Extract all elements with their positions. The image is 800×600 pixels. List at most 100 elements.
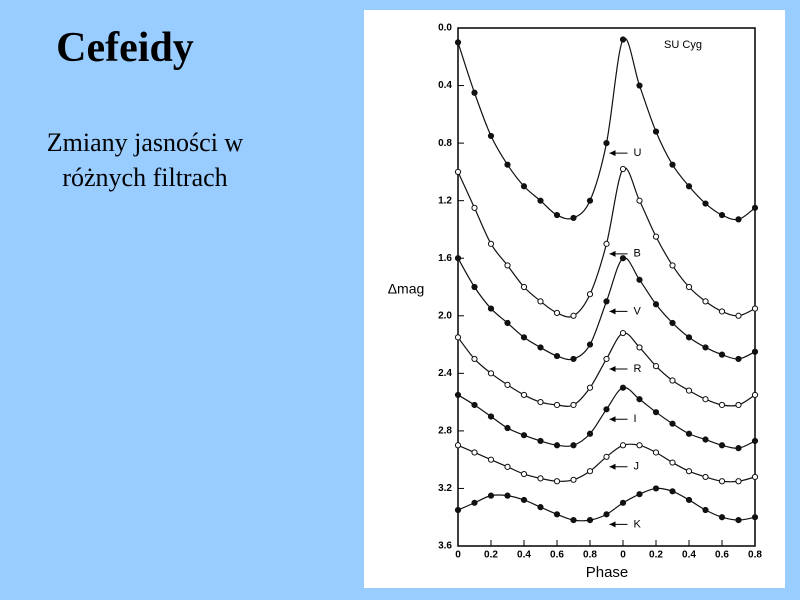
data-point <box>685 183 693 190</box>
data-point <box>735 401 742 409</box>
data-point <box>636 276 643 283</box>
data-point <box>487 240 495 247</box>
data-point <box>652 128 660 135</box>
data-point <box>520 432 528 439</box>
y-tick-label: 1.2 <box>438 195 452 206</box>
x-axis-label: Phase <box>586 564 629 581</box>
data-point <box>454 168 462 175</box>
data-point <box>520 183 528 190</box>
data-point <box>652 301 660 308</box>
data-point <box>504 381 511 388</box>
data-point <box>735 517 742 524</box>
data-point <box>652 409 660 416</box>
data-point <box>553 478 561 485</box>
data-point <box>570 517 577 524</box>
data-point <box>636 82 643 89</box>
data-point <box>603 355 610 363</box>
data-point <box>537 197 544 204</box>
data-point <box>718 351 726 358</box>
data-point <box>553 442 561 449</box>
data-point <box>553 511 561 518</box>
data-point <box>553 352 561 360</box>
data-point <box>454 442 462 449</box>
data-point <box>718 211 726 219</box>
y-tick-label: 2.4 <box>438 368 452 379</box>
x-tick-label: 0.2 <box>649 550 663 561</box>
data-point <box>619 384 627 391</box>
data-point <box>619 442 627 449</box>
data-point <box>487 492 495 499</box>
data-point <box>619 499 627 506</box>
data-point <box>751 305 759 312</box>
data-point <box>454 39 462 46</box>
data-point <box>603 140 610 147</box>
data-point <box>504 492 511 499</box>
data-point <box>471 89 478 96</box>
data-point <box>471 355 478 363</box>
data-point <box>504 463 511 470</box>
data-point <box>619 36 627 43</box>
plot-frame <box>457 27 756 547</box>
x-tick-label: 0.6 <box>715 550 729 561</box>
data-point <box>702 506 709 514</box>
data-point <box>586 197 594 204</box>
data-point <box>669 459 676 466</box>
data-point <box>751 437 759 445</box>
data-point <box>718 442 726 449</box>
data-point <box>735 216 742 223</box>
data-point <box>751 473 759 481</box>
data-point <box>735 312 742 319</box>
data-point <box>685 430 693 437</box>
y-tick-label: 0.4 <box>438 80 452 91</box>
data-point <box>603 511 610 518</box>
y-tick-label: 2.8 <box>438 426 452 437</box>
data-point <box>718 308 726 315</box>
data-point <box>685 334 693 341</box>
data-point <box>669 420 676 427</box>
data-point <box>603 406 610 413</box>
data-point <box>735 478 742 485</box>
legend-arrowhead <box>609 365 616 372</box>
data-point <box>718 514 726 521</box>
y-tick-label: 1.6 <box>438 253 452 264</box>
data-point <box>586 384 594 391</box>
chart-background <box>364 10 785 588</box>
data-point <box>619 255 627 262</box>
x-tick-label: 0.4 <box>682 550 696 561</box>
data-point <box>487 132 495 140</box>
data-point <box>718 401 726 409</box>
data-point <box>735 445 742 452</box>
slide-subtitle: Zmiany jasności w <box>46 128 244 157</box>
x-tick-label: 0.4 <box>517 550 531 561</box>
data-point <box>669 262 676 269</box>
data-point <box>504 424 511 432</box>
data-point <box>669 488 676 495</box>
data-point <box>537 504 544 511</box>
data-point <box>685 387 693 394</box>
legend-arrowhead <box>609 463 616 470</box>
data-point <box>504 262 511 269</box>
legend-arrowhead <box>609 521 616 528</box>
data-point <box>454 506 462 514</box>
data-point <box>751 204 759 211</box>
data-point <box>702 473 709 481</box>
legend-label: R <box>634 363 642 375</box>
data-point <box>735 355 742 363</box>
x-tick-label: 0.8 <box>748 550 762 561</box>
data-point <box>570 214 577 222</box>
data-point <box>520 470 528 478</box>
data-point <box>454 391 462 399</box>
y-tick-label: 0.0 <box>438 23 452 34</box>
annotation: SU Cyg <box>664 39 702 51</box>
data-point <box>471 401 478 409</box>
legend-label: V <box>634 305 642 317</box>
data-point <box>504 319 511 327</box>
legend-arrowhead <box>609 150 616 157</box>
legend-arrowhead <box>609 250 616 257</box>
data-point <box>520 391 528 399</box>
data-point <box>537 344 544 351</box>
legend-arrowhead <box>609 416 616 423</box>
data-point <box>652 449 660 456</box>
data-point <box>586 468 594 475</box>
